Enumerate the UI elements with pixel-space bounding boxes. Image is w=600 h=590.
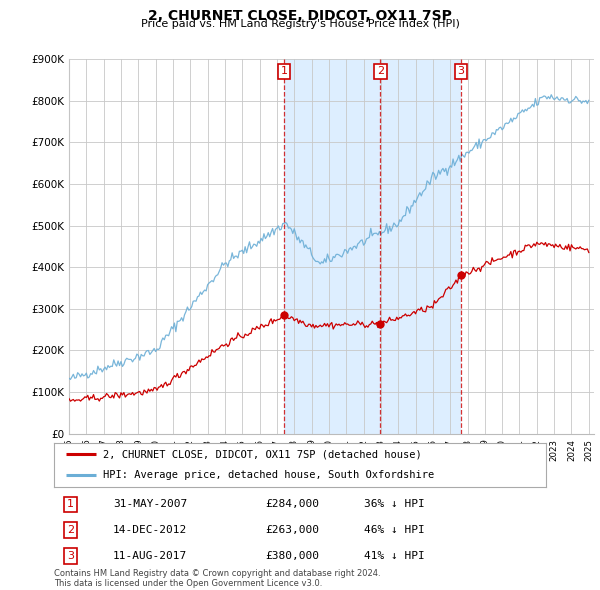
Text: 3: 3	[457, 67, 464, 77]
Text: 2, CHURNET CLOSE, DIDCOT, OX11 7SP: 2, CHURNET CLOSE, DIDCOT, OX11 7SP	[148, 9, 452, 23]
Text: 3: 3	[67, 551, 74, 561]
Text: 14-DEC-2012: 14-DEC-2012	[113, 525, 187, 535]
Text: £284,000: £284,000	[266, 500, 320, 510]
Text: Contains HM Land Registry data © Crown copyright and database right 2024.: Contains HM Land Registry data © Crown c…	[54, 569, 380, 578]
Text: 31-MAY-2007: 31-MAY-2007	[113, 500, 187, 510]
Text: This data is licensed under the Open Government Licence v3.0.: This data is licensed under the Open Gov…	[54, 579, 322, 588]
Bar	[284, 59, 461, 434]
Text: 46% ↓ HPI: 46% ↓ HPI	[364, 525, 425, 535]
Text: 2: 2	[377, 67, 384, 77]
Text: £263,000: £263,000	[266, 525, 320, 535]
Text: 41% ↓ HPI: 41% ↓ HPI	[364, 551, 425, 561]
Text: HPI: Average price, detached house, South Oxfordshire: HPI: Average price, detached house, Sout…	[103, 470, 434, 480]
Text: 1: 1	[281, 67, 287, 77]
Text: 36% ↓ HPI: 36% ↓ HPI	[364, 500, 425, 510]
Text: £380,000: £380,000	[266, 551, 320, 561]
Text: 2: 2	[67, 525, 74, 535]
Text: Price paid vs. HM Land Registry's House Price Index (HPI): Price paid vs. HM Land Registry's House …	[140, 19, 460, 30]
Text: 1: 1	[67, 500, 74, 510]
Text: 2, CHURNET CLOSE, DIDCOT, OX11 7SP (detached house): 2, CHURNET CLOSE, DIDCOT, OX11 7SP (deta…	[103, 450, 422, 460]
Text: 11-AUG-2017: 11-AUG-2017	[113, 551, 187, 561]
